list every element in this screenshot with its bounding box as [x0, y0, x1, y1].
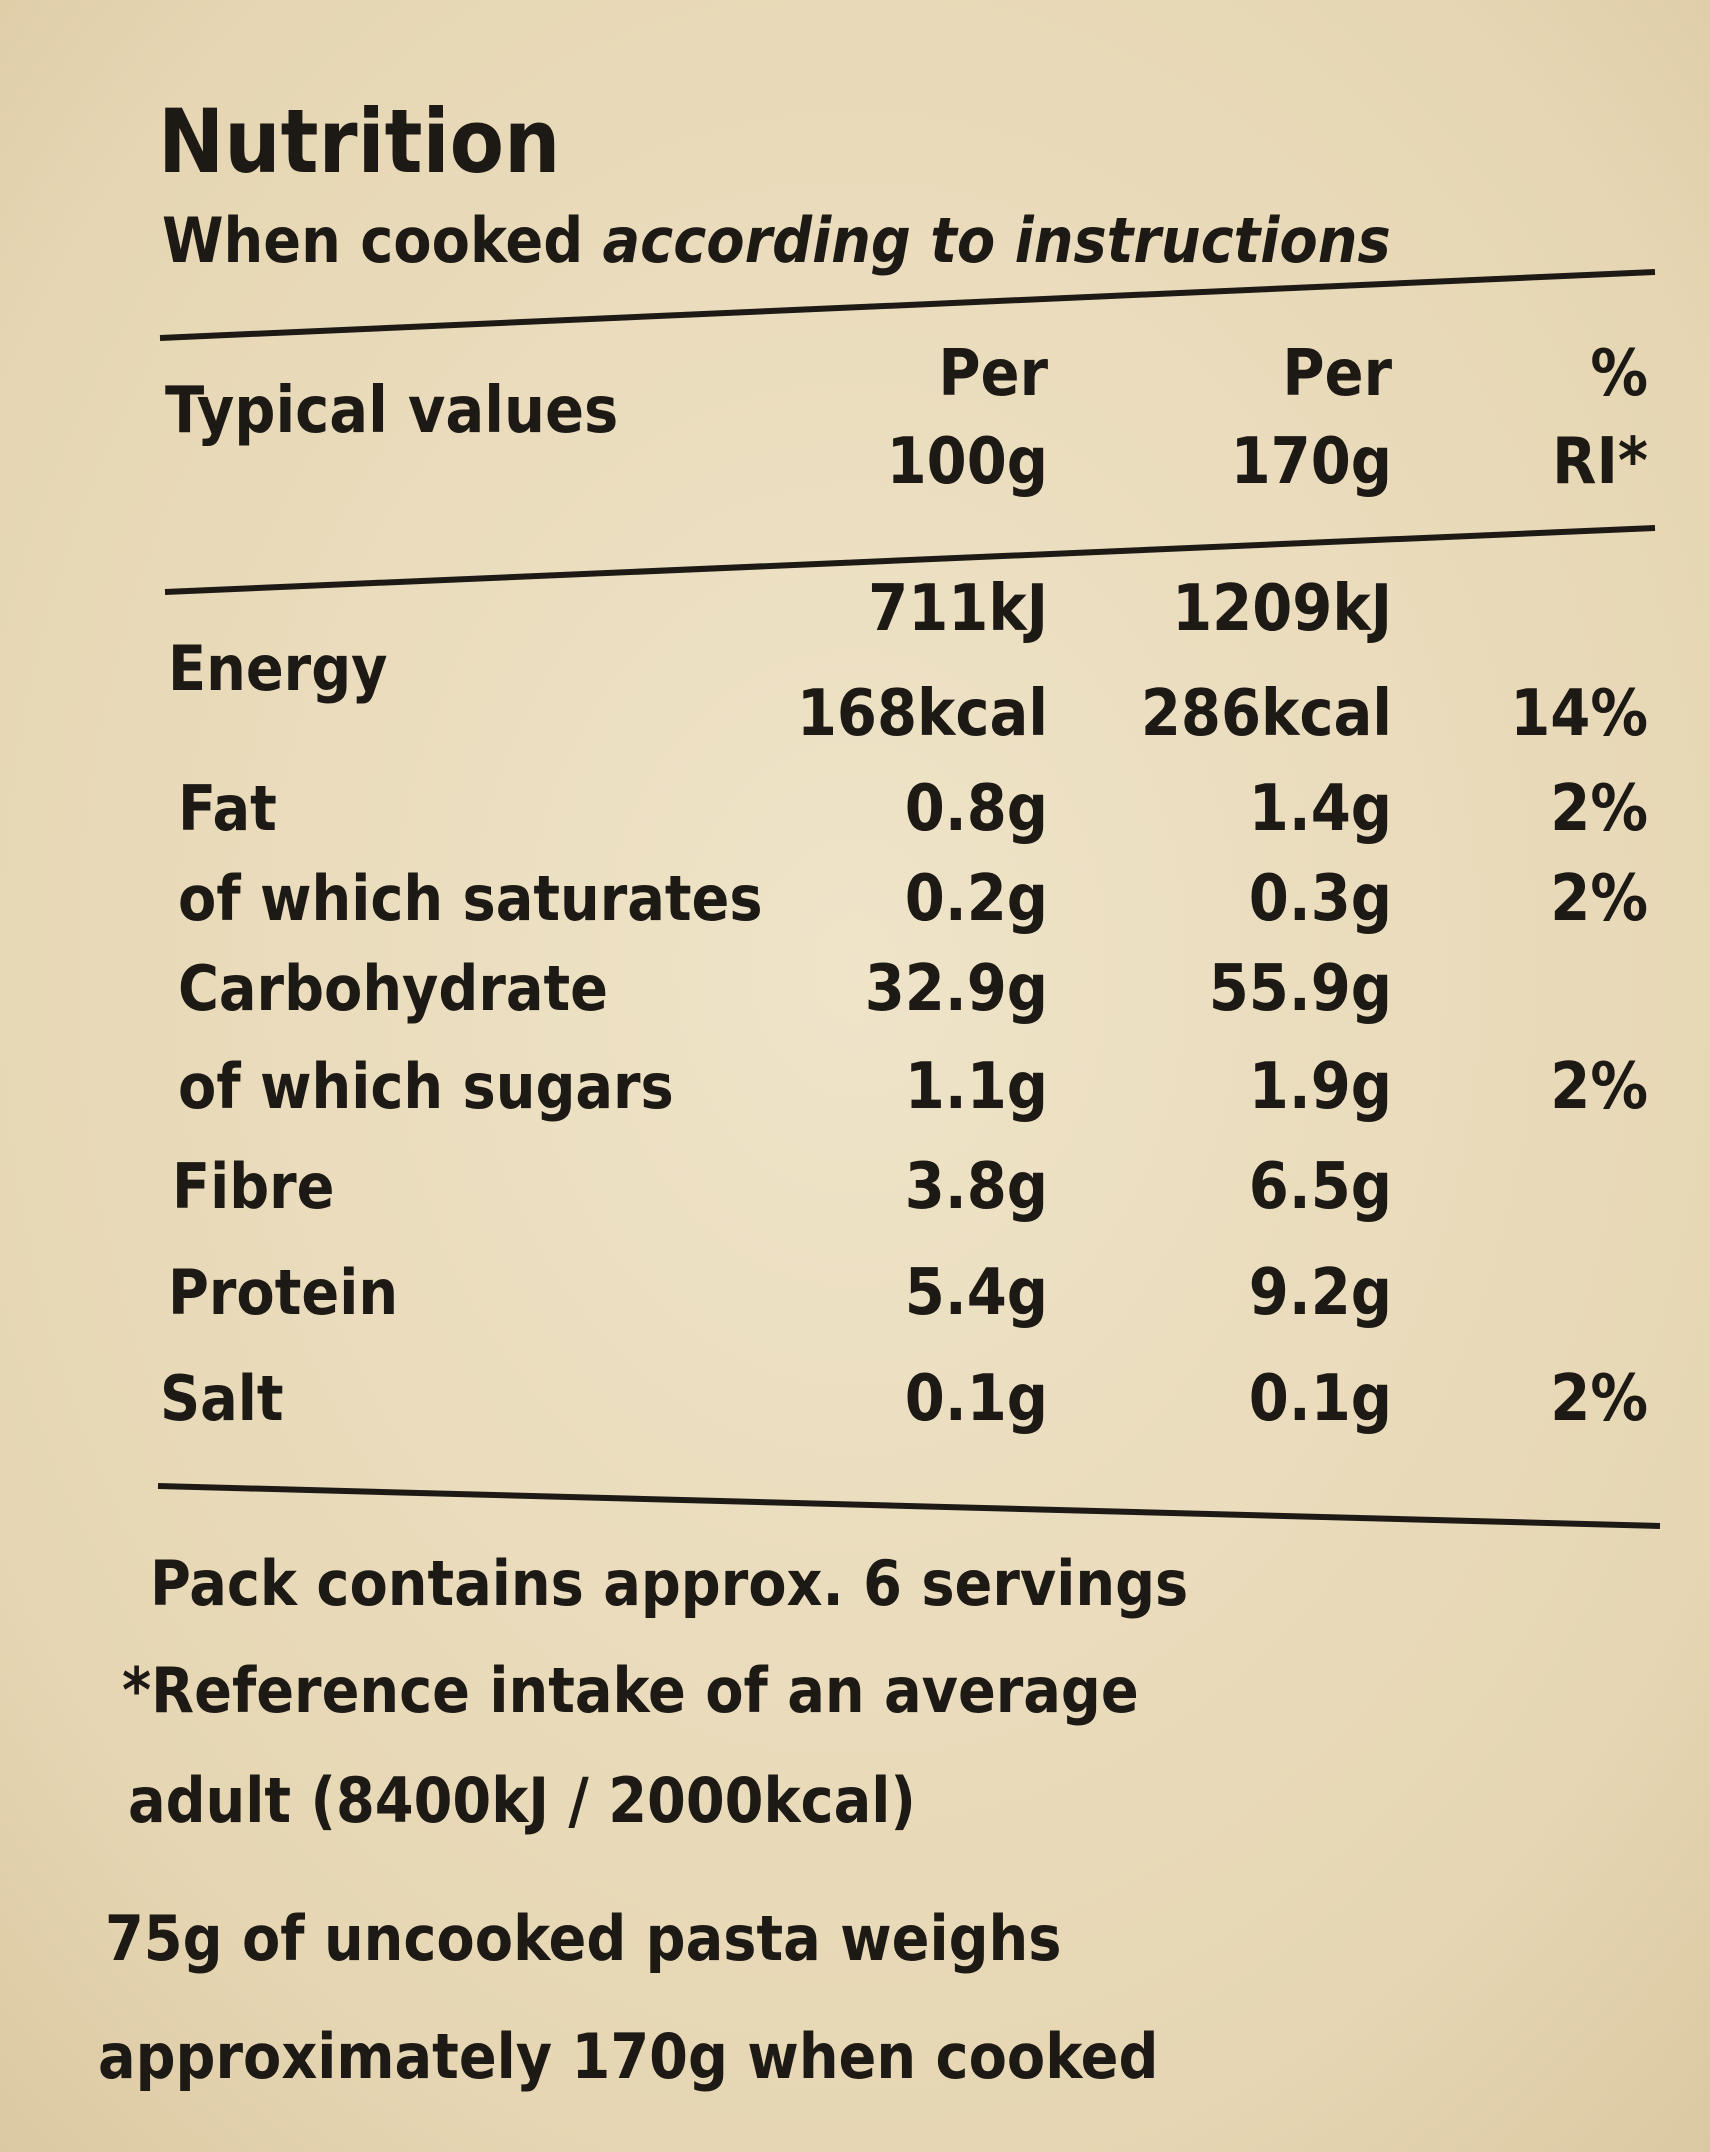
value: 0.8g — [905, 772, 1048, 846]
footer-note: adult (8400kJ / 2000kcal) — [128, 1764, 916, 1837]
value: 2% — [1550, 772, 1648, 846]
subtitle-plain: When cooked — [162, 204, 583, 277]
value: 2% — [1550, 862, 1648, 936]
value: 1.4g — [1249, 772, 1392, 846]
column-header: Per — [1282, 337, 1392, 411]
value: 55.9g — [1209, 952, 1392, 1026]
value: 14% — [1510, 677, 1648, 751]
subtitle: When cooked according to instructions — [162, 204, 1391, 277]
row-label: Protein — [168, 1256, 398, 1329]
value: 168kcal — [797, 677, 1048, 751]
value: 0.3g — [1249, 862, 1392, 936]
value: 2% — [1550, 1050, 1648, 1124]
value: 1.9g — [1249, 1050, 1392, 1124]
subtitle-italic: according to instructions — [603, 204, 1391, 277]
value: 711kJ — [868, 572, 1048, 646]
rule — [157, 1483, 1661, 1529]
row-label: Carbohydrate — [178, 952, 608, 1025]
value: 0.1g — [905, 1362, 1048, 1436]
rule — [164, 525, 1656, 595]
value: 0.2g — [905, 862, 1048, 936]
value: 3.8g — [905, 1150, 1048, 1224]
nutrition-table: Typical values Per 100g Per 170g% RI* Energy 71… — [98, 337, 1648, 2093]
row-label: Fibre — [172, 1150, 335, 1223]
value: 9.2g — [1249, 1256, 1392, 1330]
value: 2% — [1550, 1362, 1648, 1436]
value: 286kcal — [1141, 677, 1392, 751]
footer-note: Pack contains approx. 6 servings — [150, 1547, 1188, 1620]
column-header: Per — [938, 337, 1048, 411]
value: 5.4g — [905, 1256, 1048, 1330]
row-label: of which sugars — [178, 1050, 674, 1123]
row-label: of which saturates — [178, 862, 763, 935]
row-label: Energy — [168, 632, 387, 705]
value: 1.1g — [905, 1050, 1048, 1124]
column-header: 170g — [1231, 425, 1392, 499]
row-label: Fat — [178, 772, 277, 845]
title: Nutrition — [158, 90, 560, 193]
value: 0.1g — [1249, 1362, 1392, 1436]
rule — [159, 269, 1656, 341]
column-header: Typical values — [165, 374, 618, 448]
value: 6.5g — [1249, 1150, 1392, 1224]
column-header: 100g — [887, 425, 1048, 499]
footer-note: approximately 170g when cooked — [98, 2020, 1158, 2093]
value: 32.9g — [865, 952, 1048, 1026]
footer-note: *Reference intake of an average — [122, 1654, 1139, 1727]
value: 1209kJ — [1172, 572, 1392, 646]
column-header: % — [1590, 337, 1648, 411]
row-label: Salt — [160, 1362, 284, 1435]
column-header: RI* — [1552, 425, 1648, 499]
footer-note: 75g of uncooked pasta weighs — [105, 1902, 1062, 1975]
